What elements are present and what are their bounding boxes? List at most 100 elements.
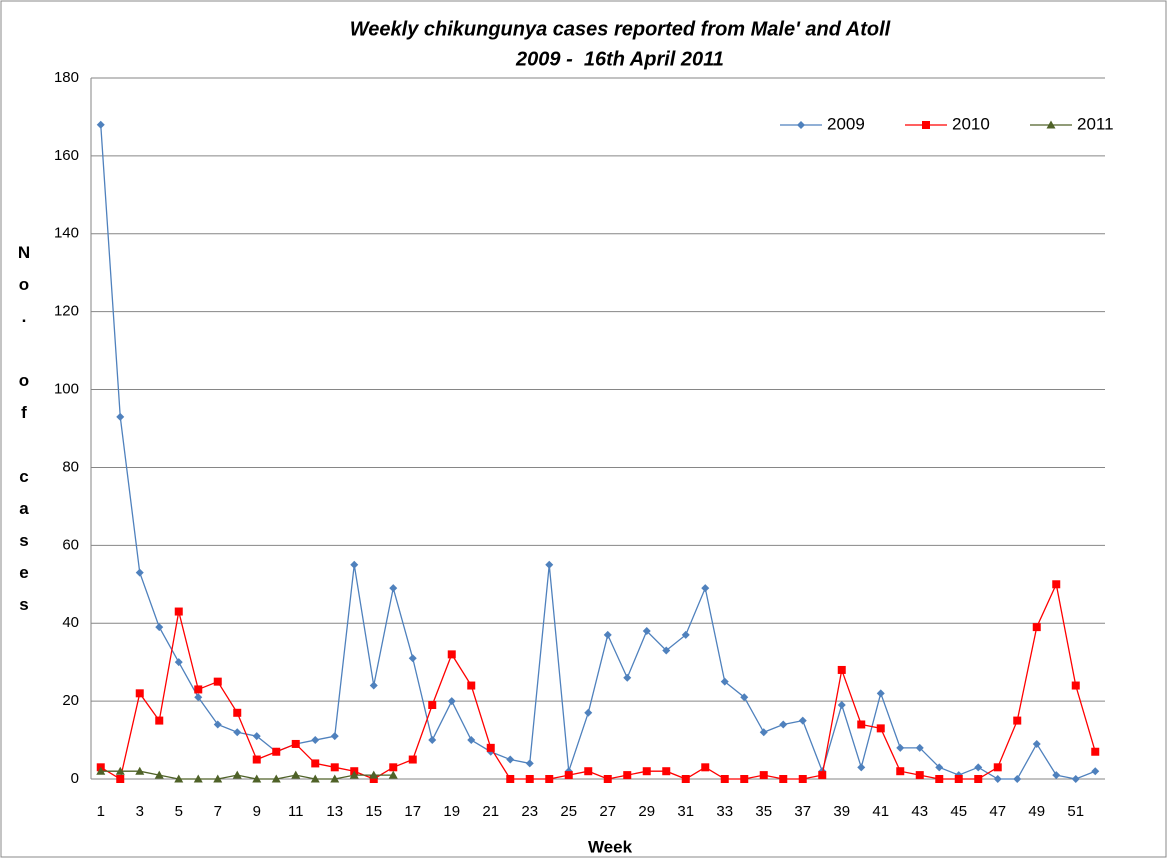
x-axis-title: Week <box>588 837 633 856</box>
marker <box>467 736 476 745</box>
marker <box>935 763 944 772</box>
marker <box>1052 580 1061 589</box>
marker <box>135 689 144 698</box>
x-tick-label: 41 <box>872 803 889 820</box>
x-tick-label: 35 <box>755 803 772 820</box>
marker <box>993 775 1002 783</box>
x-tick-label: 21 <box>482 803 499 820</box>
marker <box>233 708 242 717</box>
legend-label: 2011 <box>1077 114 1114 133</box>
marker <box>135 766 145 775</box>
marker <box>213 774 223 783</box>
marker <box>1013 775 1022 783</box>
marker <box>349 770 359 779</box>
x-tick-label: 27 <box>599 803 616 820</box>
marker <box>759 728 768 737</box>
x-tick-label: 7 <box>214 803 222 820</box>
marker <box>818 771 827 780</box>
marker <box>311 736 320 745</box>
marker <box>116 775 125 783</box>
x-tick-label: 1 <box>97 803 105 820</box>
marker <box>506 755 515 764</box>
marker <box>1091 767 1100 776</box>
marker <box>1071 681 1080 690</box>
marker <box>837 665 846 674</box>
marker <box>798 716 807 725</box>
marker <box>1052 771 1061 780</box>
marker <box>467 681 476 690</box>
marker <box>922 121 930 129</box>
marker <box>779 775 788 783</box>
x-tick-label: 43 <box>911 803 928 820</box>
marker <box>623 771 632 780</box>
y-tick-label: 120 <box>54 303 79 320</box>
x-tick-label: 51 <box>1067 803 1084 820</box>
marker <box>701 584 710 593</box>
x-tick-label: 9 <box>253 803 261 820</box>
y-tick-label: 0 <box>71 770 79 787</box>
y-tick-label: 140 <box>54 225 79 242</box>
x-tick-label: 33 <box>716 803 733 820</box>
y-tick-label: 160 <box>54 147 79 164</box>
marker <box>798 775 807 783</box>
marker <box>935 775 944 783</box>
x-tick-label: 3 <box>136 803 144 820</box>
marker <box>428 701 437 710</box>
marker <box>174 658 183 667</box>
marker <box>213 720 222 729</box>
marker <box>271 774 281 783</box>
marker <box>310 774 320 783</box>
legend-label: 2010 <box>952 114 990 133</box>
marker <box>525 759 534 768</box>
x-tick-label: 39 <box>833 803 850 820</box>
marker <box>797 121 805 129</box>
marker <box>252 774 262 783</box>
marker <box>96 766 106 775</box>
marker <box>974 775 983 783</box>
marker <box>876 724 885 733</box>
marker <box>740 775 749 783</box>
x-tick-label: 37 <box>794 803 811 820</box>
marker <box>447 650 456 659</box>
x-tick-label: 29 <box>638 803 655 820</box>
marker <box>603 775 612 783</box>
marker <box>213 677 222 686</box>
marker <box>681 630 690 639</box>
marker <box>915 743 924 752</box>
marker <box>1046 120 1056 129</box>
marker <box>135 568 144 577</box>
marker <box>1032 623 1041 632</box>
marker <box>330 774 340 783</box>
x-tick-label: 19 <box>443 803 460 820</box>
chart-title: Weekly chikungunya cases reported from M… <box>350 18 891 40</box>
marker <box>701 763 710 772</box>
marker <box>876 689 885 698</box>
marker <box>291 739 300 748</box>
series-line <box>100 770 394 780</box>
marker <box>408 654 417 663</box>
marker <box>545 560 554 569</box>
marker <box>681 775 690 783</box>
marker <box>720 775 729 783</box>
marker <box>350 560 359 569</box>
chart-subtitle: 2009 - 16th April 2011 <box>515 48 724 70</box>
marker <box>252 755 261 764</box>
marker <box>330 763 339 772</box>
marker <box>408 755 417 764</box>
marker <box>584 708 593 717</box>
marker <box>837 701 846 710</box>
marker <box>506 775 515 783</box>
marker <box>740 693 749 702</box>
y-tick-label: 80 <box>62 458 79 475</box>
y-tick-label: 100 <box>54 381 79 398</box>
marker <box>896 743 905 752</box>
marker <box>155 716 164 725</box>
marker <box>194 693 203 702</box>
marker <box>232 770 242 779</box>
marker <box>857 763 866 772</box>
marker <box>369 681 378 690</box>
marker <box>974 763 983 772</box>
